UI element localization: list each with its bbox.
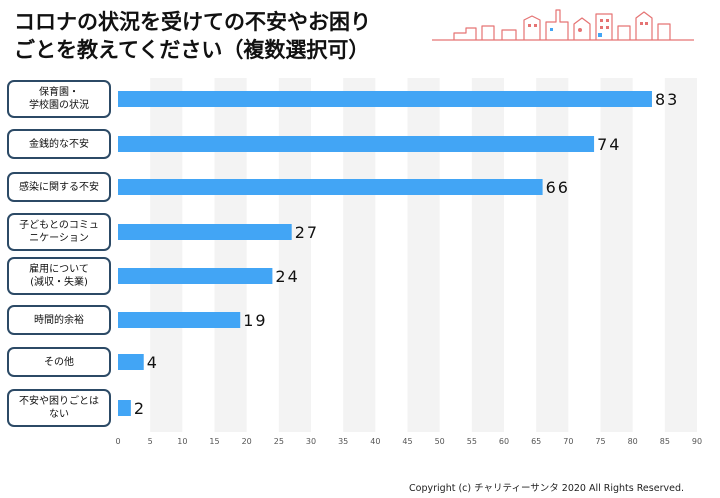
category-label-box: 金銭的な不安 [7,129,111,159]
category-label: 雇用について (減収・失業) [29,264,89,288]
x-tick-label: 65 [531,437,541,446]
value-label: 83 [655,90,679,109]
bar [118,354,144,370]
value-label: 4 [147,353,159,372]
bar [118,224,292,240]
x-tick-label: 70 [563,437,573,446]
category-label-box: 感染に関する不安 [7,172,111,202]
chart-title-line-1: コロナの状況を受けての不安やお困り [14,10,371,34]
category-label-box: 子どもとのコミュ ニケーション [7,213,111,251]
x-tick-label: 10 [177,437,187,446]
chart-title: コロナの状況を受けての不安やお困り ごとを教えてください（複数選択可） [14,8,434,64]
category-label: その他 [44,356,74,368]
category-label: 時間的余裕 [34,314,84,326]
grid-band [278,78,311,432]
value-label: 24 [275,267,299,286]
grid-band [471,78,504,432]
bar [118,400,131,416]
x-tick-label: 50 [435,437,445,446]
category-label-box: 雇用について (減収・失業) [7,257,111,295]
x-tick-label: 40 [370,437,380,446]
value-label: 19 [243,311,267,330]
copyright-text: Copyright (c) チャリティーサンタ 2020 All Rights … [409,483,684,494]
x-tick-label: 85 [660,437,670,446]
x-tick-label: 80 [628,437,638,446]
bar [118,179,543,195]
category-label-box: その他 [7,347,111,377]
bar [118,312,241,328]
grid-band [150,78,183,432]
chart-title-line-2: ごとを教えてください（複数選択可） [14,38,370,62]
x-tick-label: 55 [467,437,477,446]
category-label-box: 不安や困りごとは ない [7,389,111,427]
x-tick-label: 20 [242,437,252,446]
x-tick-label: 15 [209,437,219,446]
bar [118,268,273,284]
category-label: 不安や困りごとは ない [19,396,99,420]
x-tick-label: 75 [595,437,605,446]
x-tick-label: 0 [115,437,120,446]
bar-chart: 0 5 10 15 20 25 30 35 40 45 50 55 60 65 70 75 80 85 90 83 74… [115,78,702,446]
x-tick-label: 35 [338,437,348,446]
x-tick-label: 90 [692,437,702,446]
grid-band [343,78,376,432]
grid-band [600,78,633,432]
x-tick-label: 30 [306,437,316,446]
bar [118,91,652,107]
x-tick-label: 45 [402,437,412,446]
x-tick-label: 25 [274,437,284,446]
category-label: 保育園・ 学校園の状況 [29,87,89,111]
x-tick-label: 5 [148,437,153,446]
value-label: 2 [134,399,146,418]
grid-band [664,78,697,432]
category-label-box: 時間的余裕 [7,305,111,335]
grid-band [536,78,569,432]
category-label: 金銭的な不安 [29,138,89,150]
value-label: 27 [295,223,319,242]
value-label: 66 [546,178,570,197]
category-label: 子どもとのコミュ ニケーション [19,220,99,244]
category-label: 感染に関する不安 [19,181,99,193]
grid-band [407,78,440,432]
bar [118,136,595,152]
value-label: 74 [597,135,621,154]
x-tick-label: 60 [499,437,509,446]
category-label-box: 保育園・ 学校園の状況 [7,80,111,118]
grid-band [214,78,247,432]
city-skyline-icon [432,9,694,41]
